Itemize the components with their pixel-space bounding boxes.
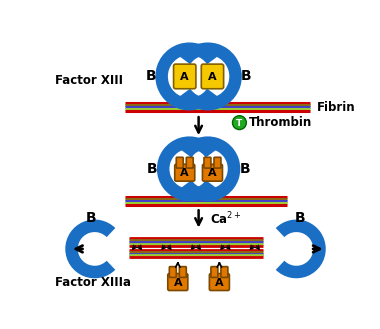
Text: B: B [86, 211, 96, 225]
Text: B: B [241, 69, 252, 84]
FancyBboxPatch shape [201, 64, 223, 89]
Text: B: B [146, 69, 156, 84]
Text: A: A [215, 278, 224, 288]
FancyBboxPatch shape [221, 266, 228, 277]
Text: A: A [180, 72, 189, 82]
FancyBboxPatch shape [203, 164, 222, 181]
Text: A: A [208, 72, 217, 82]
FancyBboxPatch shape [176, 157, 183, 168]
FancyBboxPatch shape [168, 273, 188, 291]
Text: A: A [174, 278, 182, 288]
Circle shape [233, 116, 246, 130]
Text: Factor XIIIa: Factor XIIIa [55, 275, 131, 289]
FancyBboxPatch shape [209, 273, 230, 291]
FancyBboxPatch shape [186, 157, 193, 168]
Text: A: A [180, 168, 189, 178]
FancyBboxPatch shape [175, 164, 195, 181]
FancyBboxPatch shape [204, 157, 211, 168]
FancyBboxPatch shape [179, 266, 186, 277]
Text: A: A [208, 168, 217, 178]
FancyBboxPatch shape [174, 64, 196, 89]
Text: B: B [147, 162, 158, 176]
Text: B: B [295, 211, 306, 225]
Text: T: T [236, 118, 242, 128]
Text: Thrombin: Thrombin [249, 116, 312, 129]
Text: B: B [239, 162, 250, 176]
FancyBboxPatch shape [169, 266, 176, 277]
FancyBboxPatch shape [214, 157, 221, 168]
Text: Factor XIII: Factor XIII [55, 74, 123, 87]
Text: Ca$^{2+}$: Ca$^{2+}$ [210, 211, 242, 227]
FancyBboxPatch shape [211, 266, 218, 277]
Text: Fibrin: Fibrin [317, 101, 355, 114]
